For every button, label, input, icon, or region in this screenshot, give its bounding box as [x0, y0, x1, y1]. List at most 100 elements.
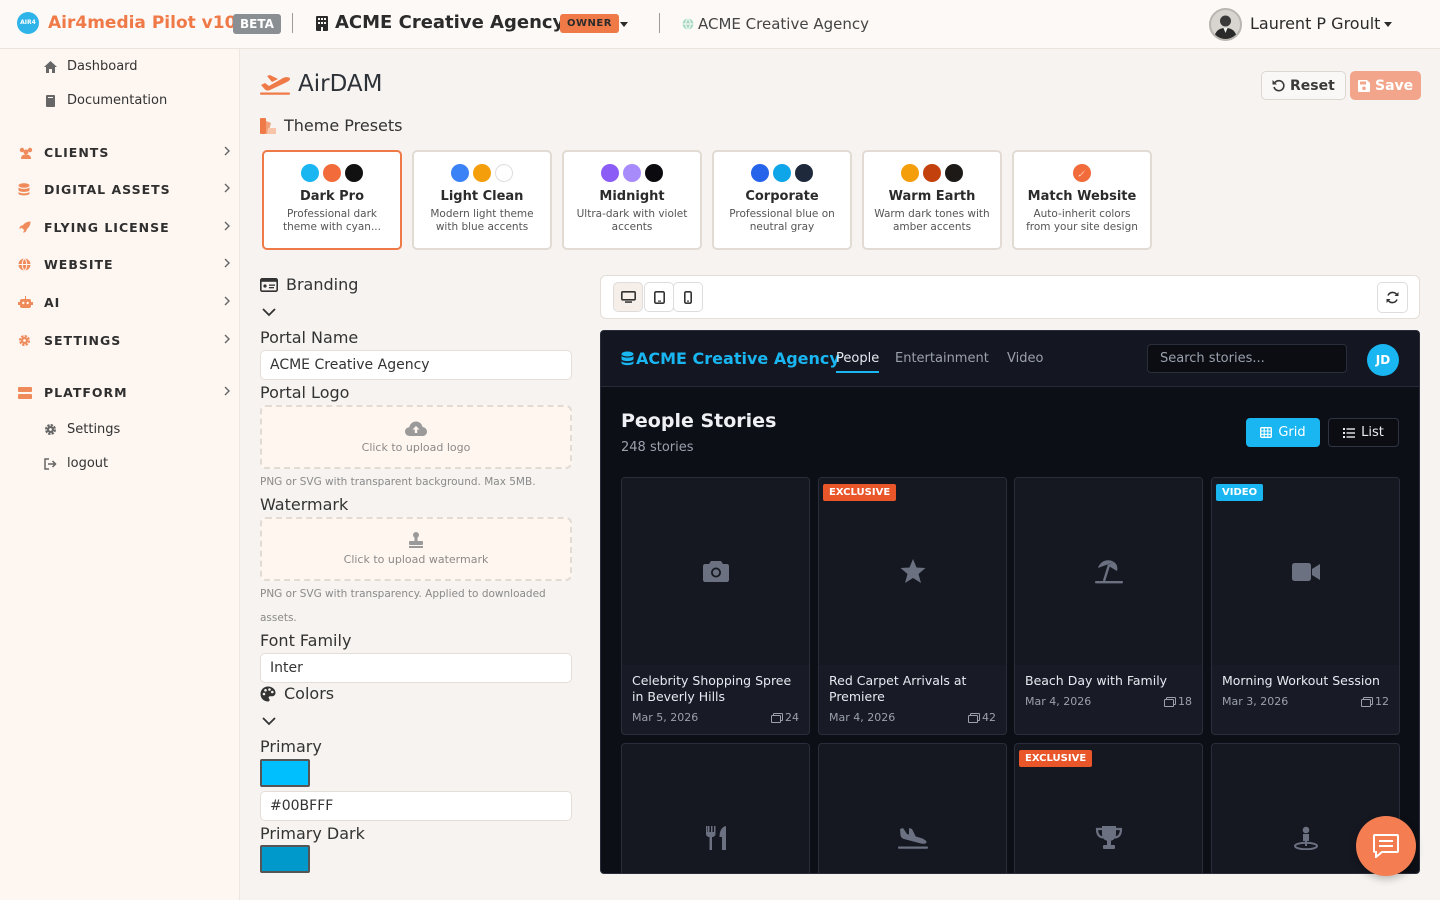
story-card[interactable]: EXCLUSIVE [1014, 743, 1203, 873]
primary-color-input[interactable]: #00BFFF [260, 791, 572, 821]
tablet-view-button[interactable] [644, 282, 674, 312]
user-name[interactable]: Laurent P Groult [1250, 14, 1381, 33]
globe-icon [682, 18, 694, 30]
sidebar-section-digital-assets[interactable]: DIGITAL ASSETS [18, 182, 230, 197]
story-card[interactable]: EXCLUSIVE Red Carpet Arrivals at Premier… [818, 477, 1007, 735]
story-thumbnail [622, 744, 809, 873]
gear-icon [18, 334, 44, 347]
sidebar-section-label: DIGITAL ASSETS [44, 182, 171, 197]
brand-name[interactable]: Air4media Pilot v10 [48, 13, 237, 33]
preset-corporate[interactable]: Corporate Professional blue on neutral g… [712, 150, 852, 250]
watermark-upload-dropzone[interactable]: Click to upload watermark [260, 517, 572, 581]
logo-upload-dropzone[interactable]: Click to upload logo [260, 405, 572, 469]
images-icon [1361, 696, 1373, 707]
sidebar-section-platform[interactable]: PLATFORM [18, 385, 230, 400]
preset-midnight[interactable]: Midnight Ultra-dark with violet accents [562, 150, 702, 250]
heading-label: Theme Presets [284, 116, 403, 135]
color-dot [323, 164, 341, 182]
sidebar-item-label: Dashboard [67, 59, 138, 74]
images-icon [771, 712, 783, 723]
preview-user-avatar[interactable]: JD [1367, 344, 1399, 376]
user-dropdown-caret-icon[interactable] [1384, 22, 1392, 27]
primary-dark-color-swatch[interactable] [260, 845, 310, 873]
upload-text: Click to upload watermark [343, 553, 489, 566]
id-card-icon [260, 277, 278, 292]
preview-brand[interactable]: ACME Creative Agency [621, 349, 840, 368]
brand-logo-icon[interactable]: AIR4 [17, 12, 39, 34]
exclusive-badge: EXCLUSIVE [823, 484, 897, 501]
preset-colors [264, 164, 400, 182]
preset-desc: Ultra-dark with violet accents [576, 208, 688, 233]
chat-fab-button[interactable] [1356, 816, 1416, 876]
color-dot [451, 164, 469, 182]
desktop-view-button[interactable] [613, 282, 643, 312]
sidebar-section-label: PLATFORM [44, 385, 128, 400]
refresh-icon [1386, 291, 1399, 304]
preset-dark-pro[interactable]: Dark Pro Professional dark theme with cy… [262, 150, 402, 250]
sidebar-section-flying-license[interactable]: FLYING LICENSE [18, 220, 230, 235]
preset-warm-earth[interactable]: Warm Earth Warm dark tones with amber ac… [862, 150, 1002, 250]
site-link[interactable]: ACME Creative Agency [698, 15, 869, 33]
utensils-icon [705, 825, 727, 850]
chevron-down-icon[interactable] [262, 717, 276, 726]
preset-light-clean[interactable]: Light Clean Modern light theme with blue… [412, 150, 552, 250]
story-card[interactable] [621, 743, 810, 873]
story-photo-count: 18 [1164, 695, 1192, 708]
portal-name-input[interactable]: ACME Creative Agency [260, 350, 572, 380]
preset-colors [1014, 164, 1150, 182]
reset-label: Reset [1290, 77, 1335, 94]
portal-logo-label: Portal Logo [260, 383, 350, 402]
primary-dark-color-label: Primary Dark [260, 824, 365, 843]
refresh-preview-button[interactable] [1377, 282, 1408, 313]
mobile-view-button[interactable] [673, 282, 703, 312]
story-title: Red Carpet Arrivals at Premiere [829, 673, 967, 704]
sidebar-item-dashboard[interactable]: Dashboard [44, 59, 138, 74]
sidebar-item-logout[interactable]: logout [44, 456, 108, 471]
chevron-right-icon [224, 258, 230, 268]
list-icon [1343, 427, 1356, 438]
font-family-input[interactable]: Inter [260, 653, 572, 683]
story-photo-count: 24 [771, 711, 799, 724]
preview-search-input[interactable]: Search stories... [1147, 344, 1347, 373]
preview-nav-entertainment[interactable]: Entertainment [895, 351, 989, 366]
sidebar-item-label: Documentation [67, 93, 168, 108]
sidebar-section-clients[interactable]: CLIENTS [18, 145, 230, 160]
org-dropdown-caret-icon[interactable] [620, 22, 628, 27]
colors-heading[interactable]: Colors [260, 684, 334, 703]
globe-icon [18, 258, 44, 271]
org-name[interactable]: ACME Creative Agency [335, 12, 565, 33]
undo-icon [1272, 79, 1285, 92]
preview-nav-people[interactable]: People [836, 351, 880, 373]
beta-badge: BETA [233, 14, 281, 34]
floppy-disk-icon [1358, 79, 1370, 92]
preset-name: Midnight [599, 189, 665, 204]
sidebar-item-platform-settings[interactable]: Settings [44, 422, 120, 437]
preview-nav-video[interactable]: Video [1007, 351, 1044, 366]
portal-name-label: Portal Name [260, 328, 359, 347]
color-dot [495, 164, 513, 182]
sidebar-item-documentation[interactable]: Documentation [44, 93, 167, 108]
grid-view-button[interactable]: Grid [1246, 418, 1320, 447]
story-card[interactable]: VIDEO Morning Workout Session Mar 3, 202… [1211, 477, 1400, 735]
story-date: Mar 4, 2026 [829, 711, 896, 724]
story-card[interactable]: Beach Day with Family Mar 4, 2026 18 [1014, 477, 1203, 735]
branding-heading[interactable]: Branding [260, 275, 358, 294]
primary-color-swatch[interactable] [260, 759, 310, 787]
save-button[interactable]: Save [1350, 71, 1422, 100]
color-dot [301, 164, 319, 182]
story-card[interactable]: Celebrity Shopping Spree in Beverly Hill… [621, 477, 810, 735]
sidebar-section-ai[interactable]: AI [18, 295, 230, 310]
sidebar-section-website[interactable]: WEBSITE [18, 257, 230, 272]
preset-match-website[interactable]: Match Website Auto-inherit colors from y… [1012, 150, 1152, 250]
reset-button[interactable]: Reset [1261, 71, 1346, 100]
sidebar-section-settings[interactable]: SETTINGS [18, 333, 230, 348]
preset-colors [864, 164, 1000, 182]
sidebar-section-label: CLIENTS [44, 145, 110, 160]
chevron-down-icon[interactable] [262, 308, 276, 317]
preset-name: Match Website [1027, 189, 1137, 204]
user-avatar[interactable] [1209, 8, 1242, 41]
camera-icon [702, 561, 729, 582]
list-view-button[interactable]: List [1328, 418, 1399, 447]
preset-name: Light Clean [440, 189, 524, 204]
story-card[interactable] [818, 743, 1007, 873]
